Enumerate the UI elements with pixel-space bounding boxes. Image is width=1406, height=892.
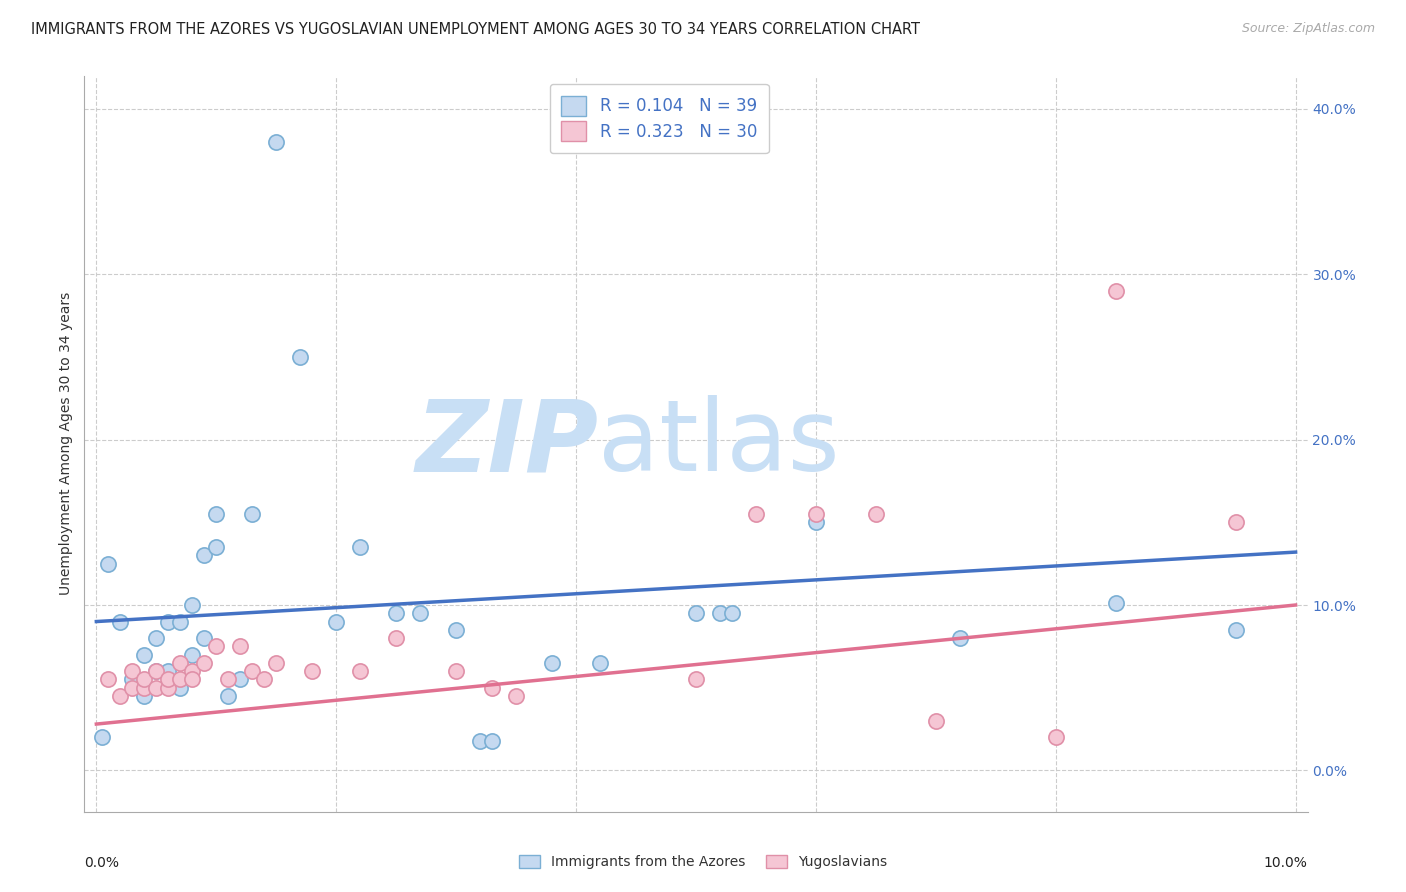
Text: ZIP: ZIP (415, 395, 598, 492)
Point (349, 540, 371, 554)
Point (481, 733, 503, 747)
Legend: Immigrants from the Azores, Yugoslavians: Immigrants from the Azores, Yugoslavians (512, 848, 894, 876)
Point (444, 664, 467, 678)
Text: 10.0%: 10.0% (1264, 856, 1308, 870)
Point (804, 507, 827, 521)
Point (145, 664, 167, 678)
Point (134, 689, 156, 703)
Point (217, 689, 239, 703)
Point (217, 673, 239, 687)
Point (949, 631, 972, 645)
Point (1045, 731, 1067, 745)
Point (1105, 596, 1128, 610)
Point (264, 135, 287, 149)
Point (409, 607, 432, 621)
Point (97, 557, 120, 571)
Point (110, 615, 132, 629)
Point (865, 507, 887, 521)
Point (157, 673, 180, 687)
Point (193, 549, 215, 563)
Point (145, 681, 167, 695)
Point (325, 615, 347, 629)
Point (205, 640, 228, 654)
Point (157, 664, 180, 678)
Text: atlas: atlas (598, 395, 839, 492)
Legend: R = 0.104   N = 39, R = 0.323   N = 30: R = 0.104 N = 39, R = 0.323 N = 30 (550, 84, 769, 153)
Y-axis label: Unemployment Among Ages 30 to 34 years: Unemployment Among Ages 30 to 34 years (59, 293, 73, 595)
Point (240, 664, 263, 678)
Point (145, 664, 167, 678)
Point (1105, 284, 1128, 298)
Point (541, 656, 564, 670)
Point (385, 607, 408, 621)
Point (169, 681, 191, 695)
Point (205, 540, 228, 554)
Point (110, 689, 132, 703)
Point (181, 664, 204, 678)
Point (193, 631, 215, 645)
Point (685, 673, 707, 687)
Text: Source: ZipAtlas.com: Source: ZipAtlas.com (1241, 22, 1375, 36)
Point (468, 733, 491, 747)
Point (169, 673, 191, 687)
Point (685, 607, 707, 621)
Point (169, 615, 191, 629)
Point (181, 673, 204, 687)
Point (205, 507, 228, 521)
Point (1225, 623, 1247, 637)
Point (385, 631, 408, 645)
Point (505, 689, 527, 703)
Point (925, 714, 948, 728)
Text: IMMIGRANTS FROM THE AZORES VS YUGOSLAVIAN UNEMPLOYMENT AMONG AGES 30 TO 34 YEARS: IMMIGRANTS FROM THE AZORES VS YUGOSLAVIA… (31, 22, 920, 37)
Point (709, 607, 731, 621)
Point (121, 664, 143, 678)
Point (721, 607, 744, 621)
Point (481, 681, 503, 695)
Point (193, 656, 215, 670)
Point (181, 598, 204, 612)
Point (301, 664, 323, 678)
Point (229, 673, 252, 687)
Point (97, 673, 120, 687)
Point (121, 681, 143, 695)
Point (134, 673, 156, 687)
Point (91, 731, 114, 745)
Point (169, 656, 191, 670)
Point (264, 656, 287, 670)
Point (240, 507, 263, 521)
Point (157, 615, 180, 629)
Point (349, 664, 371, 678)
Point (444, 623, 467, 637)
Point (1225, 516, 1247, 530)
Point (157, 681, 180, 695)
Point (589, 656, 612, 670)
Point (745, 507, 768, 521)
Point (253, 673, 276, 687)
Point (804, 516, 827, 530)
Point (134, 648, 156, 662)
Point (181, 648, 204, 662)
Point (145, 631, 167, 645)
Point (229, 640, 252, 654)
Point (121, 673, 143, 687)
Point (134, 681, 156, 695)
Point (290, 350, 312, 364)
Text: 0.0%: 0.0% (84, 856, 120, 870)
